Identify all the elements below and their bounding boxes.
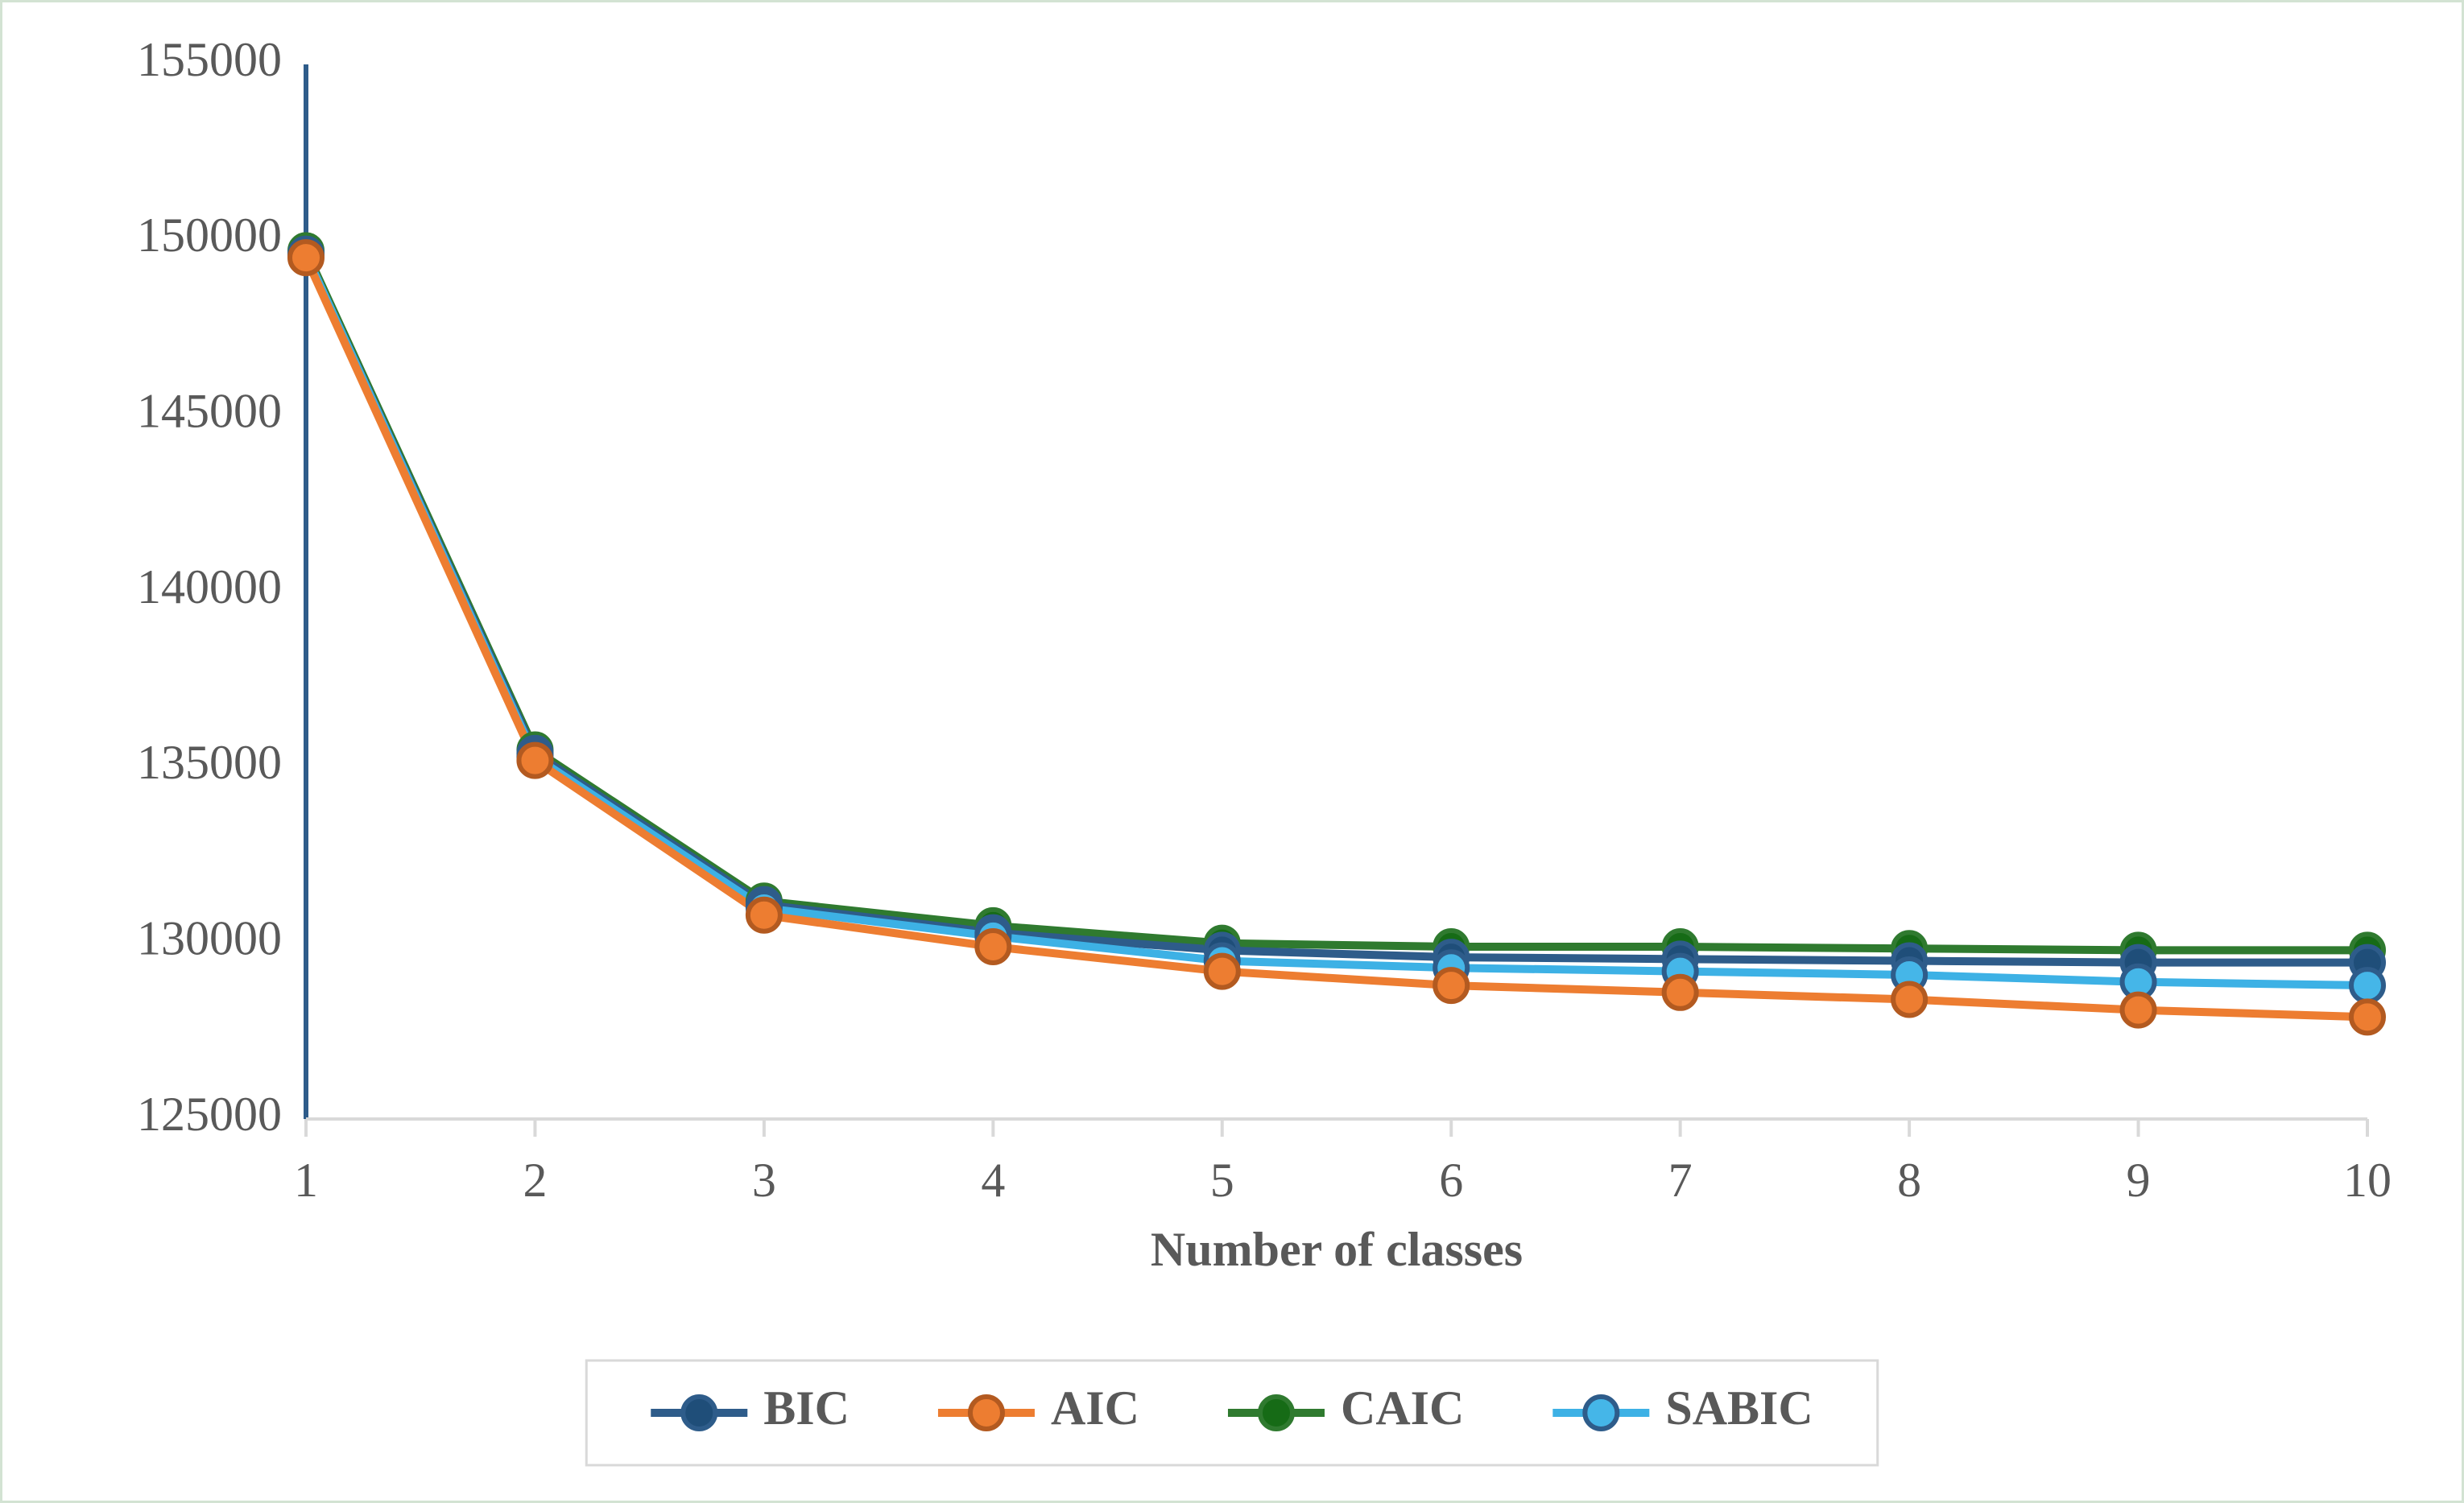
chart-container: 1250001300001350001400001450001500001550… [0, 0, 2464, 1503]
chart-outer-border [0, 0, 2464, 1503]
